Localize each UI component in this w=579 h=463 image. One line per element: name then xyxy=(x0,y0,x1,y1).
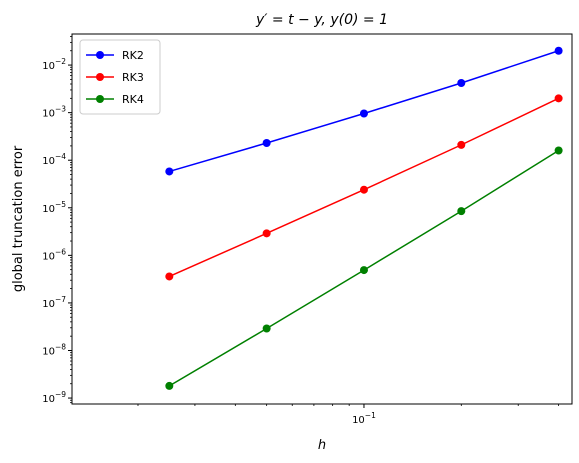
data-point-rk4 xyxy=(359,266,368,275)
series-rk3 xyxy=(165,94,563,281)
data-point-rk2 xyxy=(262,139,271,148)
legend-marker-rk3 xyxy=(96,73,104,81)
data-point-rk3 xyxy=(262,229,271,238)
y-axis-label: global truncation error xyxy=(11,145,26,292)
y-tick-label: 10−2 xyxy=(42,57,66,72)
legend-label-rk2: RK2 xyxy=(122,49,144,62)
y-tick-label: 10−9 xyxy=(42,390,66,405)
x-tick-label: 10−1 xyxy=(352,411,376,426)
data-point-rk3 xyxy=(165,272,174,281)
data-point-rk2 xyxy=(457,78,466,87)
y-tick-label: 10−4 xyxy=(42,152,66,167)
data-point-rk4 xyxy=(554,146,563,155)
x-axis-label: h xyxy=(318,438,326,453)
y-tick-label: 10−3 xyxy=(42,105,66,120)
y-tick-label: 10−5 xyxy=(42,200,66,215)
series-rk4 xyxy=(165,146,563,390)
data-point-rk3 xyxy=(554,94,563,103)
legend: RK2 RK3 RK4 xyxy=(79,39,161,115)
data-point-rk2 xyxy=(554,46,563,55)
chart-title: y′ = t − y, y(0) = 1 xyxy=(255,12,388,28)
legend-marker-rk4 xyxy=(96,95,104,103)
data-point-rk3 xyxy=(359,185,368,194)
data-point-rk3 xyxy=(457,140,466,149)
y-tick-label: 10−7 xyxy=(42,295,66,310)
data-point-rk4 xyxy=(457,207,466,216)
axes-frame xyxy=(71,33,573,405)
plot-area xyxy=(165,46,563,390)
axis-ticks: 10−9 10−8 10−7 10−6 10−5 10−4 10−3 10−2 10−1 xyxy=(42,36,560,426)
y-tick-label: 10−8 xyxy=(42,342,66,357)
data-point-rk2 xyxy=(359,109,368,118)
legend-label-rk3: RK3 xyxy=(122,71,144,84)
data-point-rk4 xyxy=(262,324,271,333)
legend-label-rk4: RK4 xyxy=(122,93,144,106)
series-rk2 xyxy=(165,46,563,176)
data-point-rk4 xyxy=(165,381,174,390)
legend-marker-rk2 xyxy=(96,51,104,59)
data-point-rk2 xyxy=(165,167,174,176)
y-tick-label: 10−6 xyxy=(42,247,66,262)
